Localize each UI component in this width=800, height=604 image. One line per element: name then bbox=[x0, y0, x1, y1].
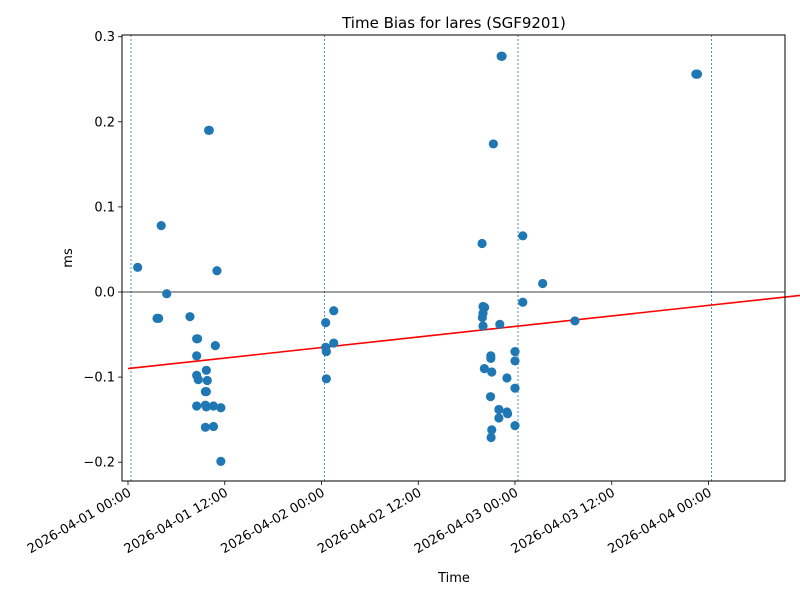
x-tick-label: 2026-04-02 00:00 bbox=[219, 485, 328, 557]
plot-frame bbox=[121, 34, 786, 482]
trend-line bbox=[127, 294, 800, 370]
y-tick-label: 0.0 bbox=[94, 286, 115, 301]
data-point bbox=[479, 363, 489, 374]
data-point bbox=[216, 456, 226, 466]
data-point bbox=[487, 367, 497, 377]
data-point bbox=[162, 289, 172, 299]
data-point bbox=[154, 313, 164, 323]
data-point bbox=[494, 404, 504, 415]
data-point bbox=[185, 312, 195, 322]
data-point bbox=[202, 375, 212, 386]
chart-title: Time Bias for lares (SGF9201) bbox=[341, 14, 566, 32]
data-point bbox=[193, 334, 203, 344]
data-point bbox=[201, 386, 211, 397]
data-point bbox=[200, 422, 210, 432]
data-point bbox=[494, 413, 504, 423]
trend-line-segment bbox=[127, 294, 800, 370]
x-axis-label: Time bbox=[437, 571, 470, 586]
data-point bbox=[329, 306, 339, 316]
y-tick-label: 0.3 bbox=[94, 30, 115, 45]
data-point bbox=[216, 403, 226, 413]
data-point bbox=[510, 383, 520, 393]
x-tick-label: 2026-04-01 00:00 bbox=[25, 485, 134, 557]
data-points bbox=[133, 51, 703, 466]
data-point bbox=[210, 341, 220, 351]
data-point bbox=[486, 353, 496, 363]
y-axis-ticks: −0.2 −0.1 0.0 0.1 0.2 0.3 bbox=[83, 30, 122, 471]
data-point bbox=[133, 262, 143, 272]
data-point bbox=[192, 401, 202, 411]
x-tick-label: 2026-04-02 12:00 bbox=[315, 485, 424, 557]
data-point bbox=[503, 409, 513, 419]
data-point bbox=[485, 392, 496, 402]
data-point bbox=[477, 238, 487, 249]
x-tick-label: 2026-04-03 12:00 bbox=[509, 485, 618, 557]
data-point bbox=[692, 69, 703, 79]
data-point bbox=[518, 231, 528, 241]
data-point bbox=[204, 125, 214, 135]
data-point bbox=[212, 266, 222, 276]
data-point bbox=[538, 278, 548, 289]
data-point bbox=[478, 321, 488, 331]
data-point bbox=[497, 51, 507, 61]
data-point bbox=[570, 316, 580, 326]
data-point bbox=[208, 421, 219, 432]
y-axis-label: ms bbox=[61, 248, 76, 268]
y-tick-label: −0.1 bbox=[83, 371, 115, 386]
data-point bbox=[321, 346, 331, 357]
data-point bbox=[518, 297, 528, 307]
data-point bbox=[201, 365, 211, 375]
y-tick-label: −0.2 bbox=[83, 456, 115, 471]
data-point bbox=[477, 312, 487, 323]
data-point bbox=[193, 375, 203, 385]
y-tick-label: 0.2 bbox=[94, 115, 115, 130]
data-point bbox=[208, 401, 219, 411]
data-point bbox=[329, 338, 339, 348]
data-point bbox=[201, 402, 211, 412]
data-point bbox=[510, 356, 520, 366]
day-boundary-lines bbox=[130, 35, 712, 481]
data-point bbox=[321, 374, 331, 384]
data-point bbox=[487, 425, 497, 435]
x-tick-label: 2026-04-04 00:00 bbox=[606, 485, 715, 557]
x-tick-label: 2026-04-03 00:00 bbox=[412, 485, 521, 557]
data-point bbox=[510, 346, 520, 357]
data-point bbox=[495, 319, 505, 329]
data-point bbox=[502, 373, 512, 383]
data-point bbox=[486, 432, 496, 443]
data-point bbox=[488, 139, 498, 149]
data-point bbox=[192, 351, 202, 361]
y-tick-label: 0.1 bbox=[94, 200, 115, 215]
data-point bbox=[321, 318, 331, 328]
data-point bbox=[156, 221, 166, 231]
x-tick-label: 2026-04-01 12:00 bbox=[122, 485, 231, 557]
data-point bbox=[510, 421, 520, 431]
